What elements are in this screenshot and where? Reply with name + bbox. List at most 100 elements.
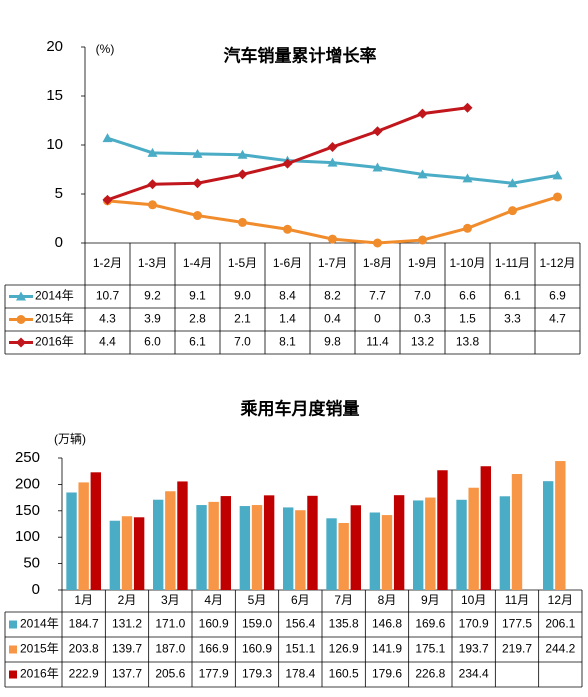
marker	[552, 170, 563, 180]
x-tick-label: 1-11月	[495, 256, 530, 270]
table-value: 6.1	[189, 335, 206, 349]
legend-label: 2014年	[20, 617, 59, 631]
bar	[263, 495, 275, 590]
bar	[239, 506, 251, 590]
bar	[177, 481, 188, 590]
table-value: 141.9	[372, 642, 402, 656]
y-tick-label: 0	[55, 234, 63, 251]
bar	[338, 522, 349, 590]
x-tick-label: 1-6月	[273, 256, 302, 270]
x-tick-label: 6月	[291, 593, 310, 607]
bar	[350, 505, 361, 590]
marker	[328, 234, 337, 244]
x-tick-label: 1-8月	[363, 256, 392, 270]
table-value: 179.3	[242, 667, 272, 681]
table-value: 244.2	[545, 642, 575, 656]
x-tick-label: 1-3月	[138, 256, 167, 270]
bar	[153, 499, 164, 590]
y-tick-label: 5	[55, 185, 63, 202]
y-tick-label: 100	[15, 528, 40, 545]
x-tick-label: 1月	[74, 593, 93, 607]
table-value: 6.0	[144, 335, 161, 349]
marker	[102, 194, 113, 205]
table-value: 9.1	[189, 289, 206, 303]
table-value: 234.4	[459, 667, 489, 681]
unit-label: (%)	[96, 42, 115, 56]
table-value: 193.7	[459, 642, 489, 656]
table-value: 137.7	[112, 667, 142, 681]
table-value: 9.2	[144, 289, 161, 303]
marker	[418, 235, 427, 245]
table-value: 2.8	[189, 312, 206, 326]
table-value: 0.4	[324, 312, 341, 326]
table-value: 187.0	[155, 642, 185, 656]
marker	[102, 133, 113, 143]
marker	[417, 169, 428, 179]
x-tick-label: 12月	[548, 593, 573, 607]
x-tick-label: 4月	[204, 593, 223, 607]
bar	[425, 497, 436, 590]
marker	[16, 291, 26, 301]
marker	[417, 108, 428, 119]
table-value: 6.9	[549, 289, 566, 303]
table-value: 4.7	[549, 312, 566, 326]
marker	[16, 337, 26, 348]
bar	[165, 491, 176, 590]
table-value: 156.4	[285, 617, 315, 631]
table-value: 0.3	[414, 312, 431, 326]
x-tick-label: 1-12月	[539, 256, 575, 270]
bar	[307, 495, 318, 590]
table-value: 205.6	[155, 667, 185, 681]
legend-label: 2016年	[20, 667, 59, 681]
marker	[283, 224, 292, 234]
table-value: 151.1	[285, 642, 315, 656]
table-value: 166.9	[199, 642, 229, 656]
table-value: 8.4	[279, 289, 296, 303]
bar	[121, 516, 133, 590]
table-value: 8.1	[279, 335, 296, 349]
table-value: 219.7	[502, 642, 532, 656]
table-value: 2.1	[234, 312, 251, 326]
bar	[480, 466, 491, 590]
marker	[192, 178, 203, 189]
chart-title: 乘用车月度销量	[240, 398, 360, 418]
y-tick-label: 50	[23, 555, 40, 572]
bar	[381, 515, 393, 590]
chart-title: 汽车销量累计增长率	[224, 45, 377, 65]
table-value: 13.8	[456, 335, 480, 349]
x-tick-label: 1-7月	[318, 256, 347, 270]
bar	[220, 496, 231, 590]
marker	[372, 162, 383, 172]
table-value: 9.0	[234, 289, 251, 303]
table-value: 126.9	[329, 642, 359, 656]
x-tick-label: 1-2月	[93, 256, 122, 270]
y-tick-label: 10	[46, 136, 63, 153]
bar	[393, 495, 405, 590]
table-value: 160.9	[242, 642, 272, 656]
y-tick-label: 200	[15, 475, 40, 492]
bar	[66, 492, 77, 590]
marker	[373, 238, 382, 248]
marker	[147, 179, 158, 190]
marker	[372, 126, 383, 137]
bar	[90, 472, 101, 590]
y-tick-label: 15	[46, 87, 63, 104]
marker	[553, 192, 562, 202]
x-tick-label: 1-4月	[183, 256, 212, 270]
legend-label: 2015年	[20, 642, 59, 656]
marker	[463, 223, 472, 233]
y-tick-label: 250	[15, 449, 40, 466]
bar	[283, 507, 294, 590]
marker	[327, 141, 338, 152]
bar	[133, 517, 145, 590]
marker	[147, 147, 158, 157]
x-tick-label: 1-10月	[449, 256, 485, 270]
marker	[282, 158, 293, 169]
x-tick-label: 11月	[505, 593, 529, 607]
table-value: 3.3	[504, 312, 521, 326]
table-value: 139.7	[112, 642, 142, 656]
table-value: 11.4	[366, 335, 389, 349]
unit-label: (万辆)	[54, 432, 86, 446]
table-value: 4.3	[99, 312, 116, 326]
table-value: 222.9	[69, 667, 99, 681]
